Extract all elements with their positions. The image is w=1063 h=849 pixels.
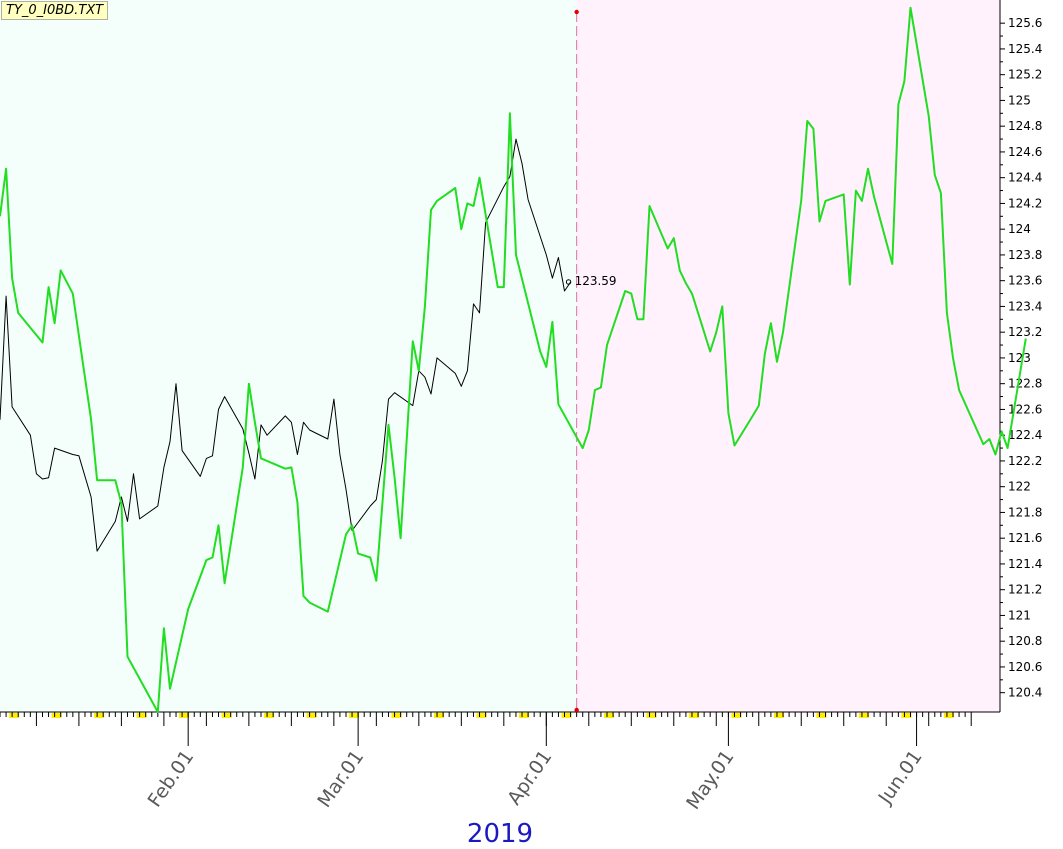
y-tick-label: 123.6 [1008, 274, 1042, 288]
y-tick-label: 120.6 [1008, 660, 1042, 674]
y-tick-label: 124.6 [1008, 145, 1042, 159]
x-week-marker [561, 713, 572, 718]
x-week-marker [9, 713, 20, 718]
x-week-marker [731, 713, 742, 718]
y-tick-label: 122.2 [1008, 454, 1042, 468]
y-tick-label: 120.8 [1008, 634, 1042, 648]
x-week-marker [604, 713, 614, 718]
y-tick-label: 125 [1008, 93, 1031, 107]
x-week-marker [858, 713, 869, 718]
price-series-line [0, 138, 572, 552]
x-week-marker [51, 713, 62, 718]
x-week-marker [816, 713, 827, 718]
y-tick-label: 122.6 [1008, 402, 1042, 416]
x-week-marker [391, 713, 402, 718]
y-tick-label: 121.8 [1008, 505, 1042, 519]
y-tick-label: 121.2 [1008, 583, 1042, 597]
x-week-marker [306, 713, 317, 718]
x-tick-label: Jun.01 [874, 746, 927, 809]
x-axis-year-label: 2019 [467, 819, 533, 849]
y-tick-label: 122 [1008, 480, 1031, 494]
x-week-marker [221, 713, 232, 718]
last-value-marker [565, 279, 572, 285]
y-tick-label: 121 [1008, 608, 1031, 622]
y-tick-label: 124.8 [1008, 119, 1042, 133]
y-tick-label: 120.4 [1008, 686, 1042, 700]
x-week-marker [136, 713, 147, 718]
x-week-marker [179, 713, 190, 718]
x-tick-label: Mar.01 [313, 746, 368, 811]
y-tick-label: 123 [1008, 351, 1031, 365]
x-week-marker [264, 713, 275, 718]
x-axis: Feb.01 Mar.01 Apr.01 May.01 Jun.01 [0, 712, 972, 814]
x-week-marker [901, 713, 912, 718]
x-tick-label: Feb.01 [144, 746, 199, 811]
y-axis: 120.4 120.6 120.8 121 121.2 121.4 121.6 121.8 12… [1000, 16, 1042, 700]
y-tick-label: 125.6 [1008, 16, 1042, 30]
x-week-marker [688, 713, 699, 718]
y-tick-label: 125.4 [1008, 42, 1042, 56]
x-week-marker [476, 713, 487, 718]
background-forecast [576, 0, 1000, 712]
x-week-marker [646, 713, 657, 718]
last-value-label: 123.59 [575, 274, 617, 288]
y-tick-label: 122.4 [1008, 428, 1042, 442]
forecast-series-line [0, 6, 1027, 713]
x-week-marker [519, 713, 530, 718]
y-tick-label: 124.4 [1008, 171, 1042, 185]
divider-top-marker [574, 9, 579, 15]
x-week-marker [94, 713, 105, 718]
y-tick-label: 124.2 [1008, 196, 1042, 210]
chart-title: TY_0_I0BD.TXT [1, 1, 109, 20]
y-tick-label: 121.6 [1008, 531, 1042, 545]
y-tick-label: 123.8 [1008, 248, 1042, 262]
x-week-marker [773, 713, 784, 718]
y-tick-label: 123.2 [1008, 325, 1042, 339]
x-tick-label: May.01 [682, 746, 738, 813]
y-tick-label: 121.4 [1008, 557, 1042, 571]
series-group [0, 6, 1027, 713]
y-tick-label: 123.4 [1008, 299, 1042, 313]
divider-bottom-marker [574, 707, 579, 713]
x-week-marker [349, 713, 360, 718]
y-tick-label: 122.8 [1008, 377, 1042, 391]
x-week-marker [434, 713, 445, 718]
x-tick-label: Apr.01 [503, 746, 556, 809]
background-history [0, 0, 577, 712]
y-tick-label: 125.2 [1008, 68, 1042, 82]
y-tick-label: 124 [1008, 222, 1031, 236]
x-week-marker [943, 713, 954, 718]
